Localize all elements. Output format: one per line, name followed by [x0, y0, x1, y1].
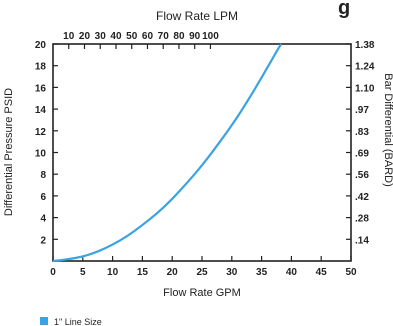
- top-tick-label: 50: [126, 31, 138, 42]
- x-tick-label: 5: [80, 267, 86, 278]
- right-tick-label: .83: [355, 127, 369, 138]
- y-tick-label: 18: [35, 62, 47, 73]
- y-tick-label: 2: [40, 235, 46, 246]
- x-axis-ticks: 0 5 10 15 20 25 30 35 40 45 50: [50, 256, 357, 278]
- top-tick-label: 40: [110, 31, 122, 42]
- y-tick-label: 4: [40, 214, 46, 225]
- right-tick-label: .56: [355, 170, 369, 181]
- chart-title-fragment: g: [338, 0, 350, 19]
- y-tick-label: 14: [35, 105, 47, 116]
- right-tick-label: .97: [355, 105, 369, 116]
- x-tick-label: 15: [137, 267, 149, 278]
- x-tick-label: 35: [256, 267, 268, 278]
- right-tick-label: .42: [355, 192, 369, 203]
- plot-frame: [52, 43, 352, 262]
- x-tick-label: 40: [286, 267, 298, 278]
- y-tick-label: 10: [35, 149, 47, 160]
- top-tick-label: 20: [79, 31, 91, 42]
- legend-label: 1" Line Size: [54, 317, 102, 326]
- right-axis-title: Bar Differential (BARD): [382, 73, 393, 187]
- y-tick-label: 16: [35, 83, 47, 94]
- top-tick-label: 10: [63, 31, 75, 42]
- top-tick-label: 80: [173, 31, 185, 42]
- x-tick-label: 50: [345, 267, 357, 278]
- right-tick-label: .14: [355, 235, 369, 246]
- y-tick-label: 20: [35, 40, 47, 51]
- x-tick-label: 45: [316, 267, 328, 278]
- legend-swatch: [40, 317, 48, 325]
- right-axis-ticks: .14 .28 .42 .56 .69 .83 .97 1.10 1.24 1.38: [346, 40, 375, 246]
- right-tick-label: 1.38: [355, 40, 375, 51]
- right-tick-label: .69: [355, 149, 369, 160]
- x-tick-label: 20: [167, 267, 179, 278]
- top-tick-label: 30: [95, 31, 107, 42]
- x-tick-label: 30: [226, 267, 238, 278]
- y-tick-label: 8: [40, 170, 46, 181]
- y-axis-title: Differential Pressure PSID: [3, 88, 15, 216]
- top-axis-title: Flow Rate LPM: [156, 9, 238, 23]
- right-tick-label: .28: [355, 214, 369, 225]
- x-tick-label: 0: [50, 267, 56, 278]
- legend: 1" Line Size: [40, 317, 102, 326]
- top-tick-label: 100: [202, 31, 219, 42]
- y-tick-label: 12: [35, 127, 47, 138]
- right-tick-label: 1.10: [355, 83, 375, 94]
- top-tick-label: 70: [158, 31, 170, 42]
- right-tick-label: 1.24: [355, 62, 375, 73]
- x-axis-title: Flow Rate GPM: [163, 287, 241, 299]
- y-tick-label: 6: [40, 192, 46, 203]
- y-axis-ticks: 2 4 6 8 10 12 14 16 18 20: [35, 40, 58, 246]
- top-tick-label: 60: [142, 31, 154, 42]
- top-axis-ticks: 10 20 30 40 50 60 70 80 90 100: [63, 31, 219, 49]
- x-tick-label: 25: [196, 267, 208, 278]
- top-tick-label: 90: [189, 31, 201, 42]
- series-line-1-inch: [52, 43, 283, 263]
- x-tick-label: 10: [107, 267, 119, 278]
